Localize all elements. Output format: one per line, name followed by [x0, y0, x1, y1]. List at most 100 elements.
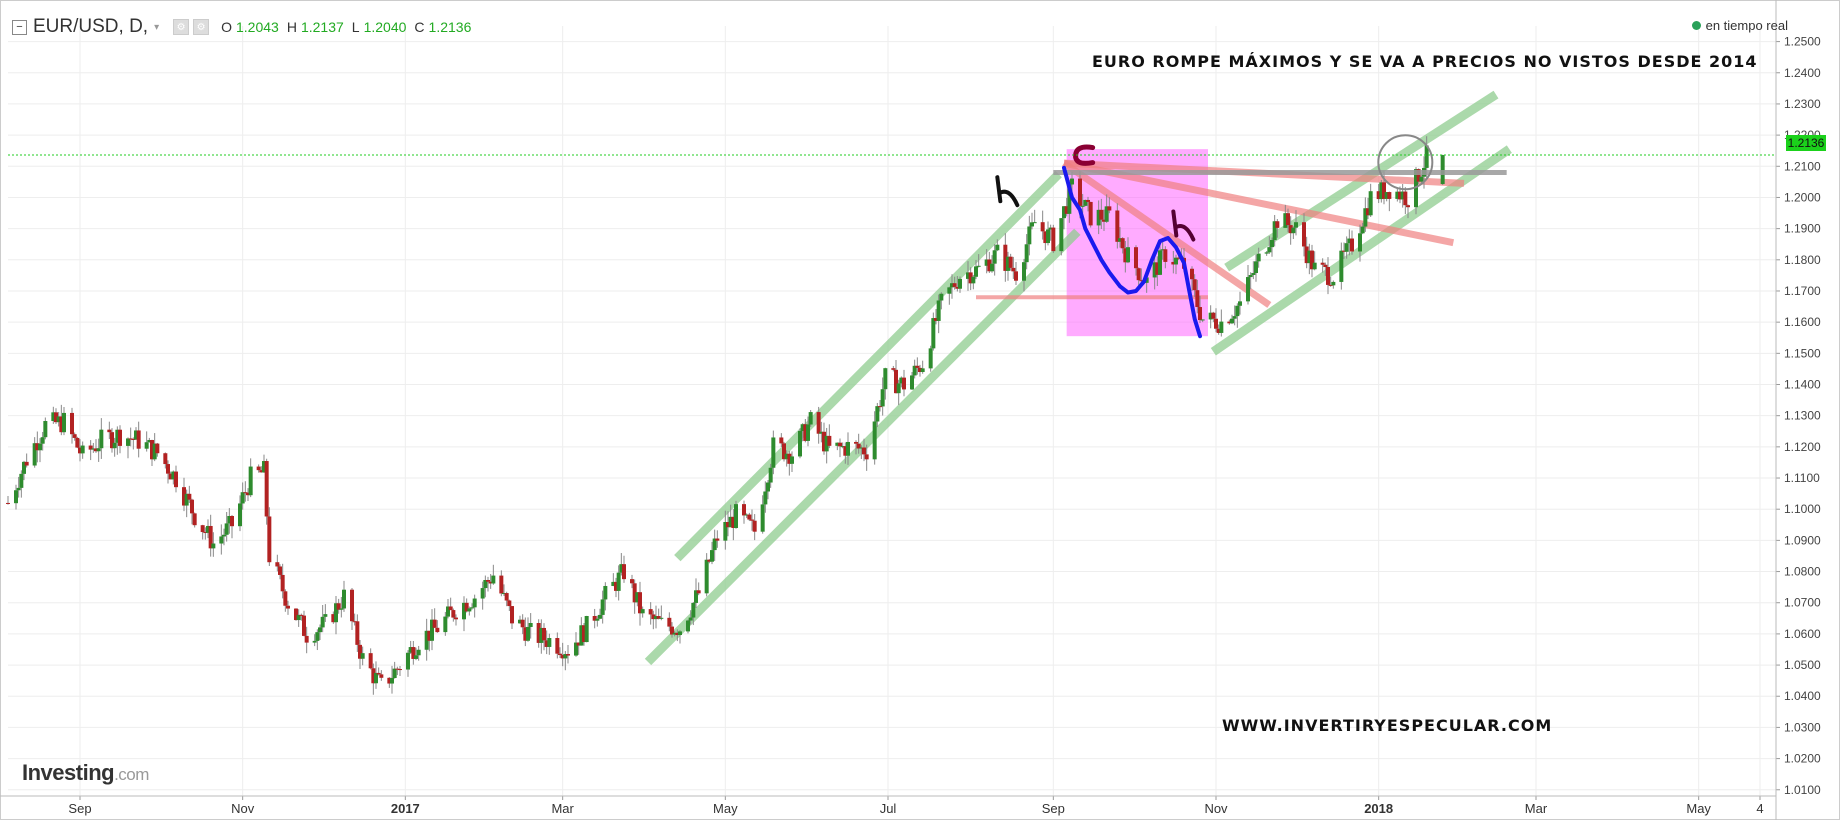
candle-bull — [619, 564, 624, 573]
candle-bull — [134, 430, 138, 440]
candle-bear — [72, 434, 77, 438]
c-mark — [1073, 144, 1096, 166]
candle-bull — [1238, 301, 1242, 306]
candle-bull — [1006, 256, 1010, 271]
candle-bull — [1440, 155, 1445, 185]
candle-bear — [1011, 267, 1016, 272]
pink-trendline — [1062, 160, 1272, 308]
x-tick-label: 4 — [1756, 801, 1763, 816]
candle-bear — [294, 608, 298, 621]
candle-bear — [838, 442, 842, 447]
candle-bear — [576, 642, 581, 646]
candle-bull — [470, 607, 474, 609]
candle-bear — [987, 259, 992, 272]
symbol-label[interactable]: EUR/USD, D, — [33, 16, 149, 37]
candle-bull — [899, 377, 904, 384]
candle-bear — [707, 559, 712, 562]
candle-bull — [56, 416, 61, 423]
candle-bear — [267, 516, 272, 563]
candle-bull — [1264, 252, 1269, 254]
candle-bull — [547, 638, 552, 647]
gear-icon[interactable]: ⚙ — [193, 19, 210, 35]
candle-bear — [94, 448, 98, 452]
candle-bull — [928, 348, 933, 369]
candle-bear — [560, 655, 565, 659]
y-tick-label: 1.0200 — [1784, 752, 1821, 766]
candle-bear — [955, 286, 960, 289]
candle-bear — [614, 581, 618, 591]
candle-bull — [147, 440, 152, 443]
minus-square-icon[interactable]: − — [12, 19, 27, 35]
candle-bull — [971, 276, 976, 284]
candle-bear — [136, 430, 141, 449]
y-tick-label: 1.1800 — [1784, 253, 1821, 267]
candle-bull — [704, 559, 709, 594]
candle-bear — [1136, 268, 1141, 281]
candle-bear — [350, 589, 354, 622]
candle-bear — [387, 677, 392, 684]
candle-bull — [1083, 199, 1088, 206]
candle-bull — [800, 424, 805, 431]
candle-bear — [427, 630, 432, 641]
candle-bear — [358, 644, 362, 659]
candle-bear — [1376, 191, 1381, 200]
candle-bull — [51, 412, 56, 422]
chevron-down-icon[interactable]: ▾ — [154, 21, 160, 33]
candle-bear — [1286, 213, 1290, 226]
candle-bear — [200, 525, 205, 533]
candle-bear — [280, 574, 285, 592]
candle-bull — [62, 412, 66, 433]
candle-bull — [846, 441, 850, 456]
candle-bear — [1088, 201, 1093, 226]
candle-bear — [1102, 219, 1106, 222]
candle-bear — [398, 669, 402, 671]
candle-bull — [600, 599, 605, 615]
candle-bull — [635, 592, 640, 603]
candle-bull — [766, 482, 770, 492]
candle-bull — [184, 493, 189, 506]
candle-bear — [1288, 225, 1293, 234]
candle-bull — [616, 572, 621, 591]
candle-bear — [283, 591, 288, 606]
y-tick-label: 1.1300 — [1784, 409, 1821, 423]
x-tick-label: Nov — [231, 801, 255, 816]
y-tick-label: 1.1900 — [1784, 222, 1821, 236]
candle-bull — [1219, 321, 1224, 333]
candle-bear — [1115, 210, 1120, 242]
candle-bull — [1283, 213, 1288, 228]
candle-bull — [1400, 191, 1405, 200]
candle-bull — [518, 619, 522, 624]
candle-bear — [1310, 250, 1314, 270]
candle-bull — [1360, 226, 1365, 234]
gear-icon[interactable]: ⚙ — [173, 19, 190, 35]
candle-bull — [526, 626, 530, 641]
realtime-status-label: en tiempo real — [1705, 18, 1788, 33]
candle-bear — [286, 605, 290, 609]
y-tick-label: 1.0600 — [1784, 627, 1821, 641]
candle-bear — [1350, 238, 1354, 252]
candle-bull — [595, 618, 600, 621]
candle-bear — [862, 447, 866, 455]
candle-bull — [1027, 226, 1032, 245]
candle-bull — [1174, 257, 1178, 265]
investing-logo: Investing.com — [22, 760, 149, 786]
candle-bear — [1155, 262, 1160, 275]
candle-bear — [264, 461, 269, 517]
candle-bear — [632, 583, 637, 603]
x-tick-label: Mar — [1525, 801, 1548, 816]
candle-bull — [1379, 182, 1384, 200]
blue-drawn-path — [1062, 165, 1202, 339]
candle-bear — [638, 592, 642, 614]
candle-bull — [835, 442, 840, 446]
candle-bull — [603, 585, 608, 600]
candle-bull — [1307, 250, 1312, 264]
candle-bull — [1059, 218, 1064, 252]
candle-bull — [312, 640, 317, 643]
status-dot-icon — [1691, 21, 1701, 30]
candle-bull — [248, 466, 253, 496]
candle-bear — [352, 621, 357, 623]
candle-bull — [1062, 206, 1066, 219]
y-tick-label: 1.2400 — [1784, 66, 1821, 80]
